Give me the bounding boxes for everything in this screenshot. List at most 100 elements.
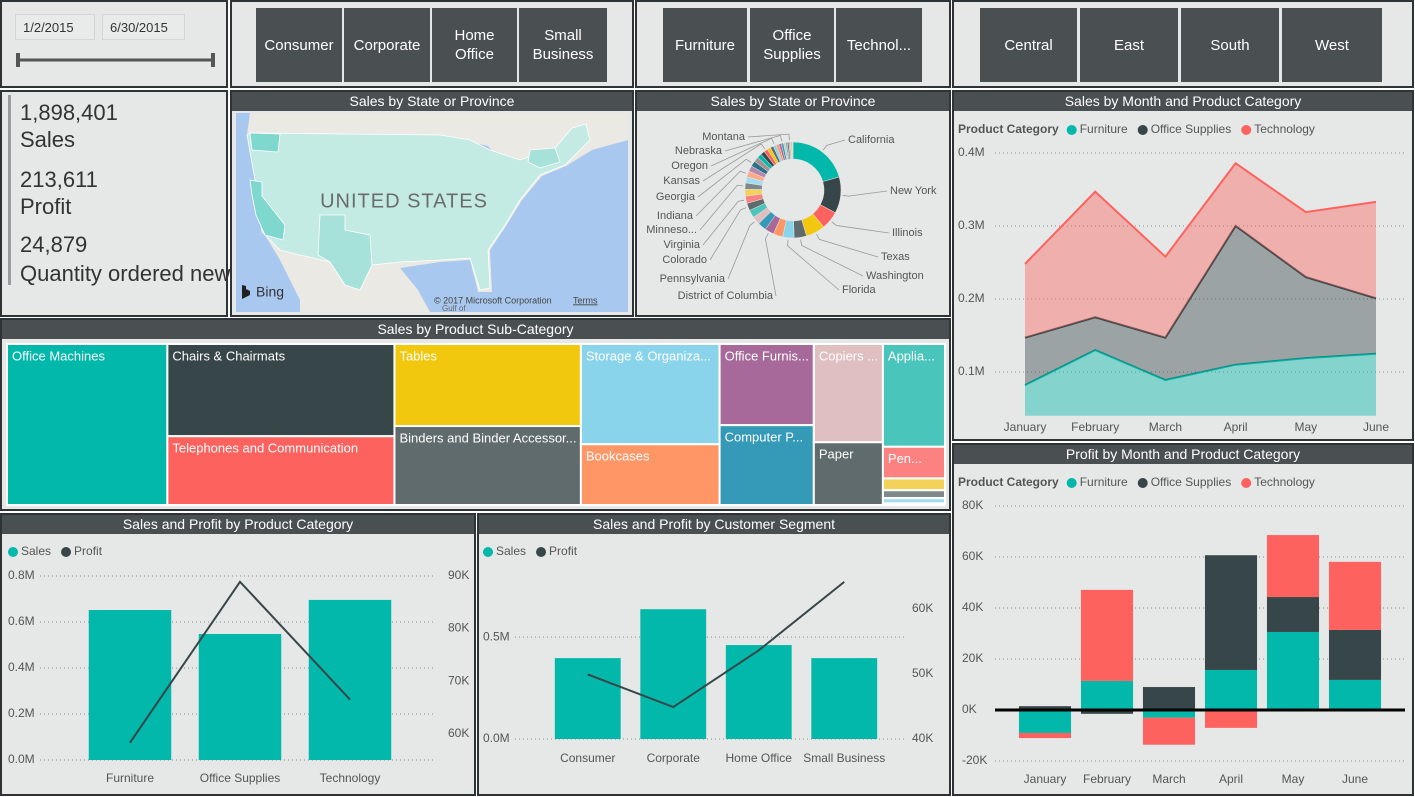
area-panel: Sales by Month and Product Category — [952, 90, 1414, 441]
legend-marker — [1137, 125, 1148, 135]
y-tick-label: 80K — [962, 498, 983, 512]
slicer-button[interactable]: South — [1181, 8, 1279, 82]
kpi-cards: 1,898,401 Sales 213,611 Profit 24,879 Qu… — [0, 90, 231, 317]
legend-label: Sales — [496, 544, 526, 558]
leader-line — [842, 190, 888, 197]
slice-label: Virginia — [664, 239, 701, 251]
x-tick-label: February — [1083, 772, 1131, 786]
start-date[interactable]: 1/2/2015 — [15, 14, 95, 40]
tile-label: Binders and Binder Accessor... — [399, 430, 576, 445]
tile-label: Office Machines — [12, 348, 105, 363]
x-tick-label: Consumer — [560, 751, 615, 765]
area — [1025, 163, 1376, 338]
bar-segment — [1018, 732, 1072, 739]
x-tick-label: January — [1024, 772, 1067, 786]
legend-marker — [8, 547, 18, 557]
legend-marker — [1241, 478, 1252, 488]
legend-label: Furniture — [1080, 122, 1128, 136]
x-tick-label: Office Supplies — [200, 771, 281, 785]
y-tick-label: 0.0M — [8, 752, 35, 766]
treemap-tile — [579, 443, 721, 506]
treemap-tile — [393, 425, 582, 507]
x-tick-label: May — [1294, 420, 1317, 434]
legend-label: Technology — [1254, 475, 1315, 489]
slicer-button[interactable]: Office Supplies — [750, 8, 834, 82]
bar — [308, 599, 392, 760]
end-date[interactable]: 6/30/2015 — [102, 14, 185, 40]
card-value: 213,611 — [20, 167, 98, 192]
legend-label: Office Supplies — [1151, 475, 1232, 489]
y-tick-label: 60K — [912, 601, 933, 615]
slicer-button[interactable]: East — [1080, 8, 1178, 82]
treemap-tile — [718, 424, 815, 506]
donut-panel: Sales by State or Province — [635, 90, 951, 317]
x-tick-label: January — [1004, 420, 1047, 434]
slicer-button[interactable]: Technol... — [836, 8, 922, 82]
x-tick-label: Technology — [320, 771, 381, 785]
slice-label: District of Columbia — [678, 290, 774, 302]
panel-title: Sales by State or Province — [637, 92, 949, 111]
slicer-button[interactable]: Home Office — [432, 8, 517, 82]
line — [587, 581, 845, 709]
x-tick-label: Furniture — [106, 771, 154, 785]
bar — [811, 658, 878, 739]
tile-label: Storage & Organiza... — [586, 348, 711, 363]
leader-line — [724, 134, 783, 152]
slice-label: Oregon — [671, 160, 708, 172]
bar-segment — [1080, 589, 1134, 681]
slicer-button[interactable]: Furniture — [663, 8, 747, 82]
leader-line — [764, 233, 777, 297]
slicer-button[interactable]: West — [1282, 8, 1382, 82]
tile-label: Telephones and Communication — [172, 441, 358, 456]
card-value: 1,898,401 — [20, 100, 118, 125]
date-slicer: 1/2/2015 6/30/2015 — [0, 0, 228, 88]
area-line — [1024, 224, 1377, 339]
x-tick-label: Home Office — [726, 751, 793, 765]
y-tick-label: 0K — [962, 702, 977, 716]
bar-segment — [1204, 555, 1258, 670]
panel-title: Sales by Month and Product Category — [954, 92, 1412, 111]
bar-segment — [1018, 710, 1072, 733]
panel-title: Sales and Profit by Product Category — [2, 515, 474, 534]
date-range-slider[interactable] — [2, 2, 226, 86]
bar-segment — [1142, 717, 1196, 745]
y-tick-label: 60K — [962, 549, 983, 563]
leader-line — [695, 170, 747, 217]
legend-marker — [61, 547, 72, 557]
treemap-tile — [881, 343, 946, 448]
slice-label: New York — [890, 185, 937, 197]
slice-label: Georgia — [656, 191, 696, 203]
area — [1025, 226, 1376, 386]
segment-slicer: Consumer Corporate Home Office Small Bus… — [230, 0, 634, 88]
x-tick-label: March — [1152, 772, 1185, 786]
bar-segment — [1266, 535, 1320, 598]
donut-slice — [792, 141, 794, 160]
card-label: Quantity ordered new — [20, 261, 231, 286]
leader-line — [747, 133, 790, 141]
leader-line — [697, 158, 752, 198]
slicer-button[interactable]: Consumer — [256, 8, 342, 82]
bar-segment — [1142, 687, 1196, 710]
slice-label: Texas — [881, 251, 910, 263]
leader-line — [702, 143, 765, 182]
leader-line — [831, 221, 890, 234]
legend-marker — [1066, 478, 1077, 488]
treemap-tile — [166, 435, 396, 506]
bar — [198, 633, 282, 760]
slicer-button[interactable]: Central — [980, 8, 1077, 82]
card-value: 24,879 — [20, 232, 88, 257]
legend-label: Office Supplies — [1151, 122, 1232, 136]
slicer-button[interactable]: Corporate — [344, 8, 430, 82]
leader-line — [787, 239, 840, 291]
legend-marker — [483, 547, 493, 557]
treemap-tile — [393, 343, 582, 428]
bar — [88, 610, 172, 760]
map-terms[interactable]: Terms — [573, 295, 598, 305]
y-tick-label: 40K — [912, 731, 933, 745]
donut-slice — [792, 141, 840, 182]
slicer-button[interactable]: Small Business — [519, 8, 607, 82]
x-tick-label: April — [1224, 420, 1248, 434]
treemap-tile — [718, 343, 815, 427]
y-tick-label: 70K — [448, 673, 469, 687]
